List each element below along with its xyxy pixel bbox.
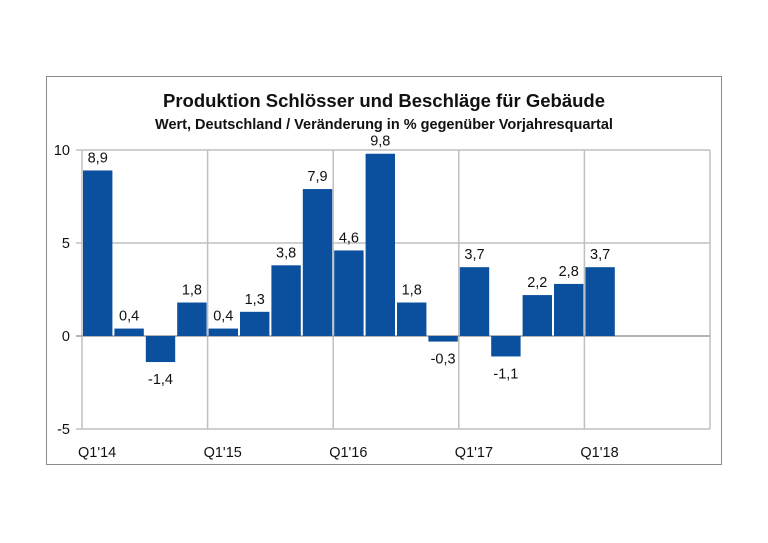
bar [554, 283, 584, 336]
bar [302, 189, 333, 336]
data-label: 1,8 [402, 283, 422, 299]
x-tick-label: Q1'14 [78, 445, 116, 461]
data-labels: 8,9 0,4 -1,4 1,8 0,4 1,3 3,8 7,9 4,6 9,8 1,8 -0,3 3,… [88, 134, 611, 388]
bar [585, 267, 615, 336]
data-label: 0,4 [119, 309, 139, 325]
bar [334, 250, 364, 336]
data-label: 1,8 [182, 283, 202, 299]
bar [428, 336, 458, 342]
data-label: 8,9 [88, 150, 108, 166]
data-label: 3,7 [590, 247, 610, 263]
y-tick-label: 0 [62, 329, 70, 345]
data-label: 3,7 [464, 247, 484, 263]
y-tick-label: -5 [57, 422, 70, 438]
bar [491, 336, 521, 357]
bar [397, 302, 427, 336]
x-tick-label: Q1'16 [329, 445, 367, 461]
x-tick-label: Q1'17 [455, 445, 493, 461]
x-tick-label: Q1'18 [580, 445, 618, 461]
bar [459, 267, 490, 336]
bar [240, 311, 270, 336]
data-label: 0,4 [213, 309, 233, 325]
data-label: 7,9 [307, 169, 327, 185]
x-axis: Q1'14 Q1'15 Q1'16 Q1'17 Q1'18 [78, 445, 619, 461]
data-label: 1,3 [245, 292, 265, 308]
data-label: 2,8 [559, 264, 579, 280]
data-label: 9,8 [370, 134, 390, 150]
bar [114, 328, 144, 336]
bar [208, 328, 238, 336]
data-label: -1,4 [148, 372, 173, 388]
data-label: 3,8 [276, 245, 296, 261]
bar [177, 302, 207, 336]
bar [145, 336, 176, 363]
bar [271, 265, 301, 336]
y-tick-label: 10 [54, 143, 70, 159]
bars [83, 153, 615, 363]
bar [365, 153, 395, 336]
data-label: -1,1 [493, 366, 518, 382]
data-label: -0,3 [431, 352, 456, 368]
y-tick-label: 5 [62, 236, 70, 252]
y-axis: -5 0 5 10 [54, 143, 70, 438]
data-label: 4,6 [339, 230, 359, 246]
data-label: 2,2 [527, 275, 547, 291]
chart-title: Produktion Schlösser und Beschläge für G… [162, 90, 606, 111]
bar [522, 295, 552, 336]
chart-subtitle: Wert, Deutschland / Veränderung in % geg… [155, 117, 613, 133]
bar [83, 170, 113, 336]
x-tick-label: Q1'15 [204, 445, 242, 461]
